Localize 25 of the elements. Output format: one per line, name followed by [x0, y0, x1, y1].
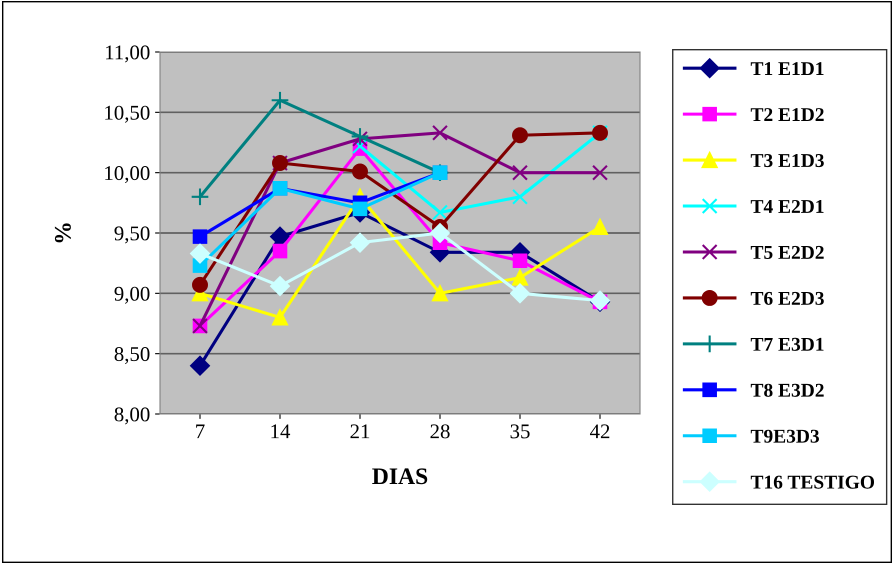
y-tick-label: 9,00 [114, 286, 150, 304]
legend-label: T3 E1D3 [750, 154, 824, 168]
y-tick-label: 9,50 [114, 226, 150, 244]
legend-label: T6 E2D3 [750, 292, 824, 305]
x-tick-label: 14 [271, 424, 290, 438]
legend-label: T7 E3D1 [750, 338, 824, 351]
y-axis-title: % [54, 223, 71, 242]
x-tick-label: 21 [350, 424, 370, 438]
y-tick-label: 8,50 [114, 347, 150, 364]
legend-label: T4 E2D1 [750, 200, 824, 213]
x-axis-title: DIAS [372, 468, 428, 484]
x-tick-label: 42 [590, 424, 610, 438]
legend-label: T8 E3D2 [750, 384, 824, 397]
legend-label: T5 E2D2 [750, 246, 824, 259]
legend-label: T2 E1D2 [750, 108, 824, 121]
x-tick-label: 28 [430, 424, 450, 438]
legend-label: T9E3D3 [750, 430, 819, 443]
legend-label: T16 TESTIGO [750, 476, 874, 489]
y-tick-label: 8,00 [114, 407, 150, 424]
y-tick-label: 11,00 [106, 45, 150, 62]
legend-label: T1 E1D1 [750, 62, 824, 76]
x-tick-label: 35 [510, 424, 530, 438]
y-tick-label: 10,00 [105, 166, 150, 184]
y-tick-label: 10,50 [105, 106, 150, 123]
x-tick-label: 7 [196, 424, 205, 438]
